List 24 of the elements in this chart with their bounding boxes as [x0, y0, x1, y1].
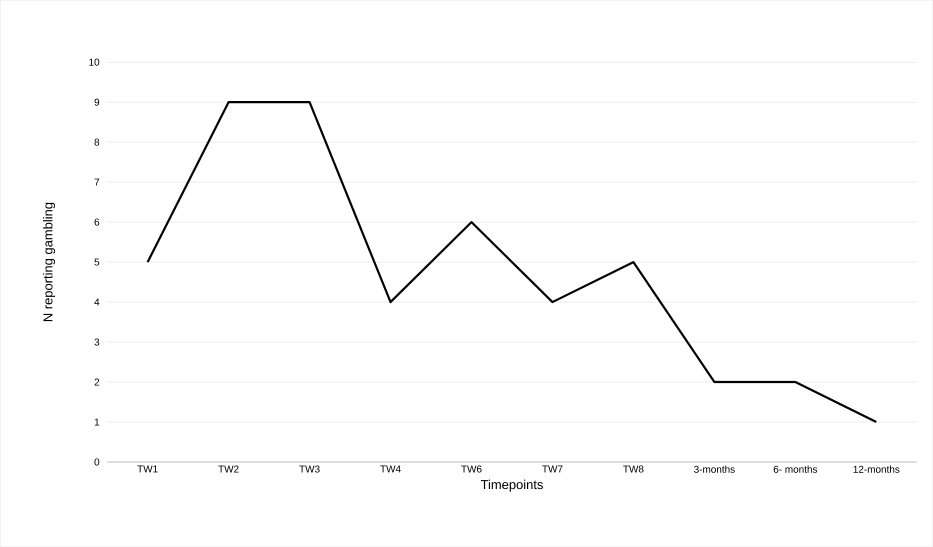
x-tick-label: TW2 [218, 465, 239, 472]
y-tick-label: 5 [94, 258, 100, 266]
y-tick-label: 9 [94, 98, 100, 106]
y-tick-label: 0 [94, 458, 100, 466]
y-tick-label: 6 [94, 218, 100, 226]
x-tick-label: 12-months [854, 465, 900, 473]
y-tick-label: 1 [94, 418, 100, 426]
x-tick-label: 3-months [694, 465, 735, 473]
y-tick-label: 7 [94, 178, 100, 186]
x-tick-label: 6- months [774, 465, 818, 473]
x-tick-label: TW6 [461, 465, 482, 472]
line-series [146, 100, 878, 424]
x-tick-label: TW4 [380, 465, 401, 472]
y-tick-label: 8 [94, 138, 100, 146]
x-tick-label: TW8 [623, 465, 644, 472]
y-tick-label: 4 [94, 298, 100, 306]
x-tick-label: TW7 [542, 465, 562, 472]
y-axis-title: N reporting gambling [42, 202, 56, 322]
x-tick-label: TW3 [299, 465, 320, 472]
y-tick-label: 3 [94, 338, 100, 346]
y-tick-label: 10 [89, 58, 100, 66]
y-tick-label: 2 [94, 378, 100, 386]
x-tick-label: TW1 [137, 465, 158, 472]
x-axis-title: Timepoints [480, 480, 543, 492]
